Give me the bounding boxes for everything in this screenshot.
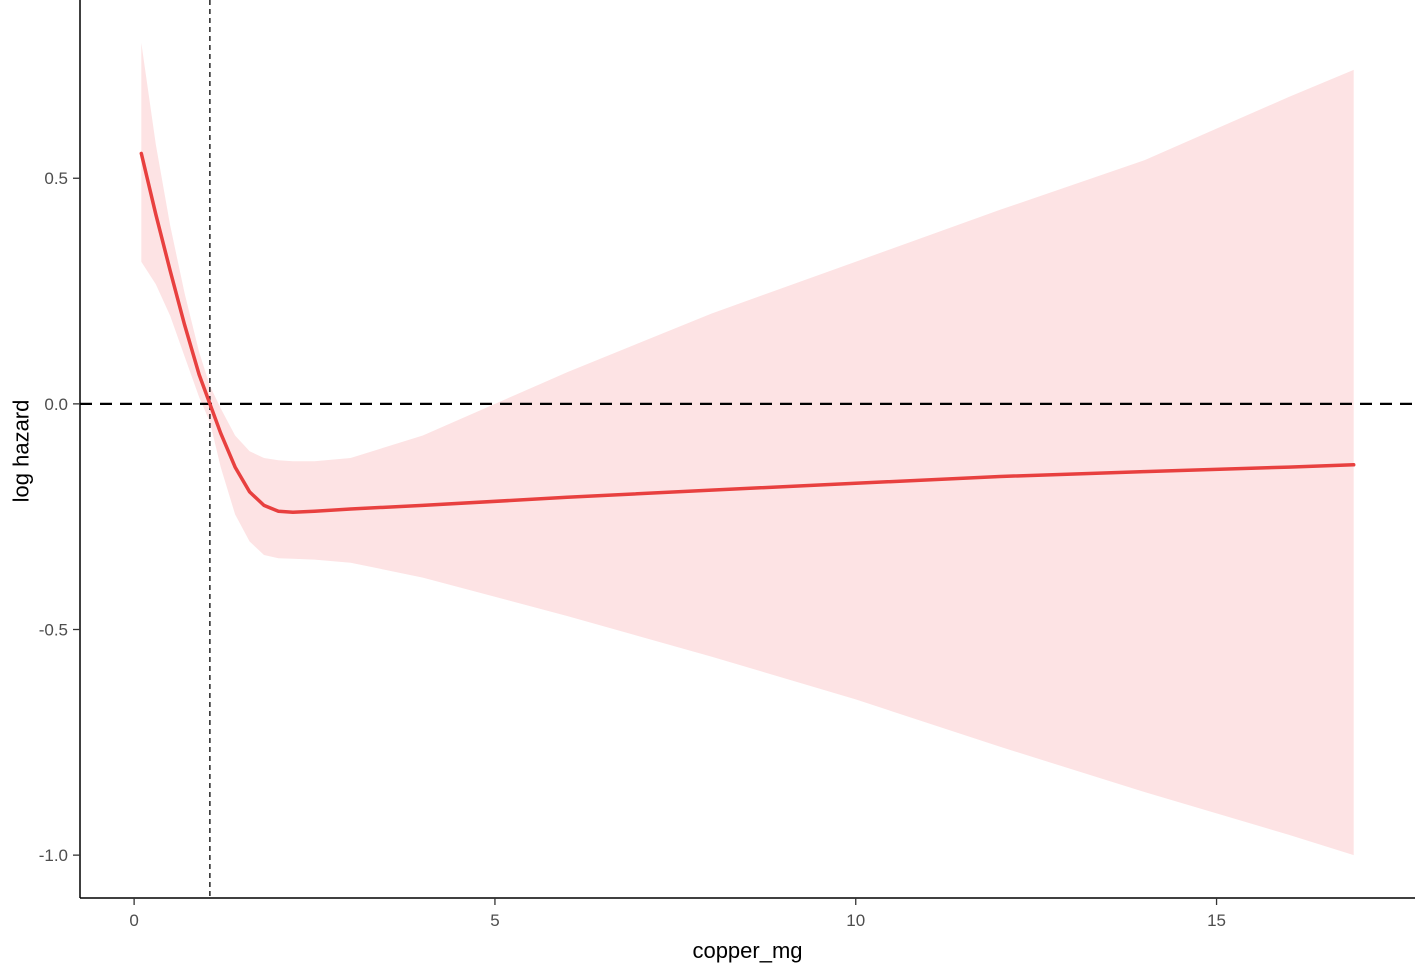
x-tick-label: 10: [846, 911, 865, 930]
log-hazard-line: [139, 151, 1356, 514]
x-axis-title: copper_mg: [692, 938, 802, 963]
x-tick-label: 15: [1207, 911, 1226, 930]
y-tick-label: -1.0: [39, 846, 68, 865]
y-tick-label: 0.5: [44, 169, 68, 188]
x-tick-label: 0: [129, 911, 138, 930]
confidence-band: [141, 42, 1354, 856]
y-axis-title: log hazard: [9, 400, 34, 503]
x-axis-ticks: 0 5 10 15: [129, 898, 1226, 930]
x-tick-label: 5: [490, 911, 499, 930]
y-tick-label: 0.0: [44, 395, 68, 414]
y-axis-ticks: 0.5 0.0 -0.5 -1.0: [39, 169, 80, 865]
y-tick-label: -0.5: [39, 621, 68, 640]
